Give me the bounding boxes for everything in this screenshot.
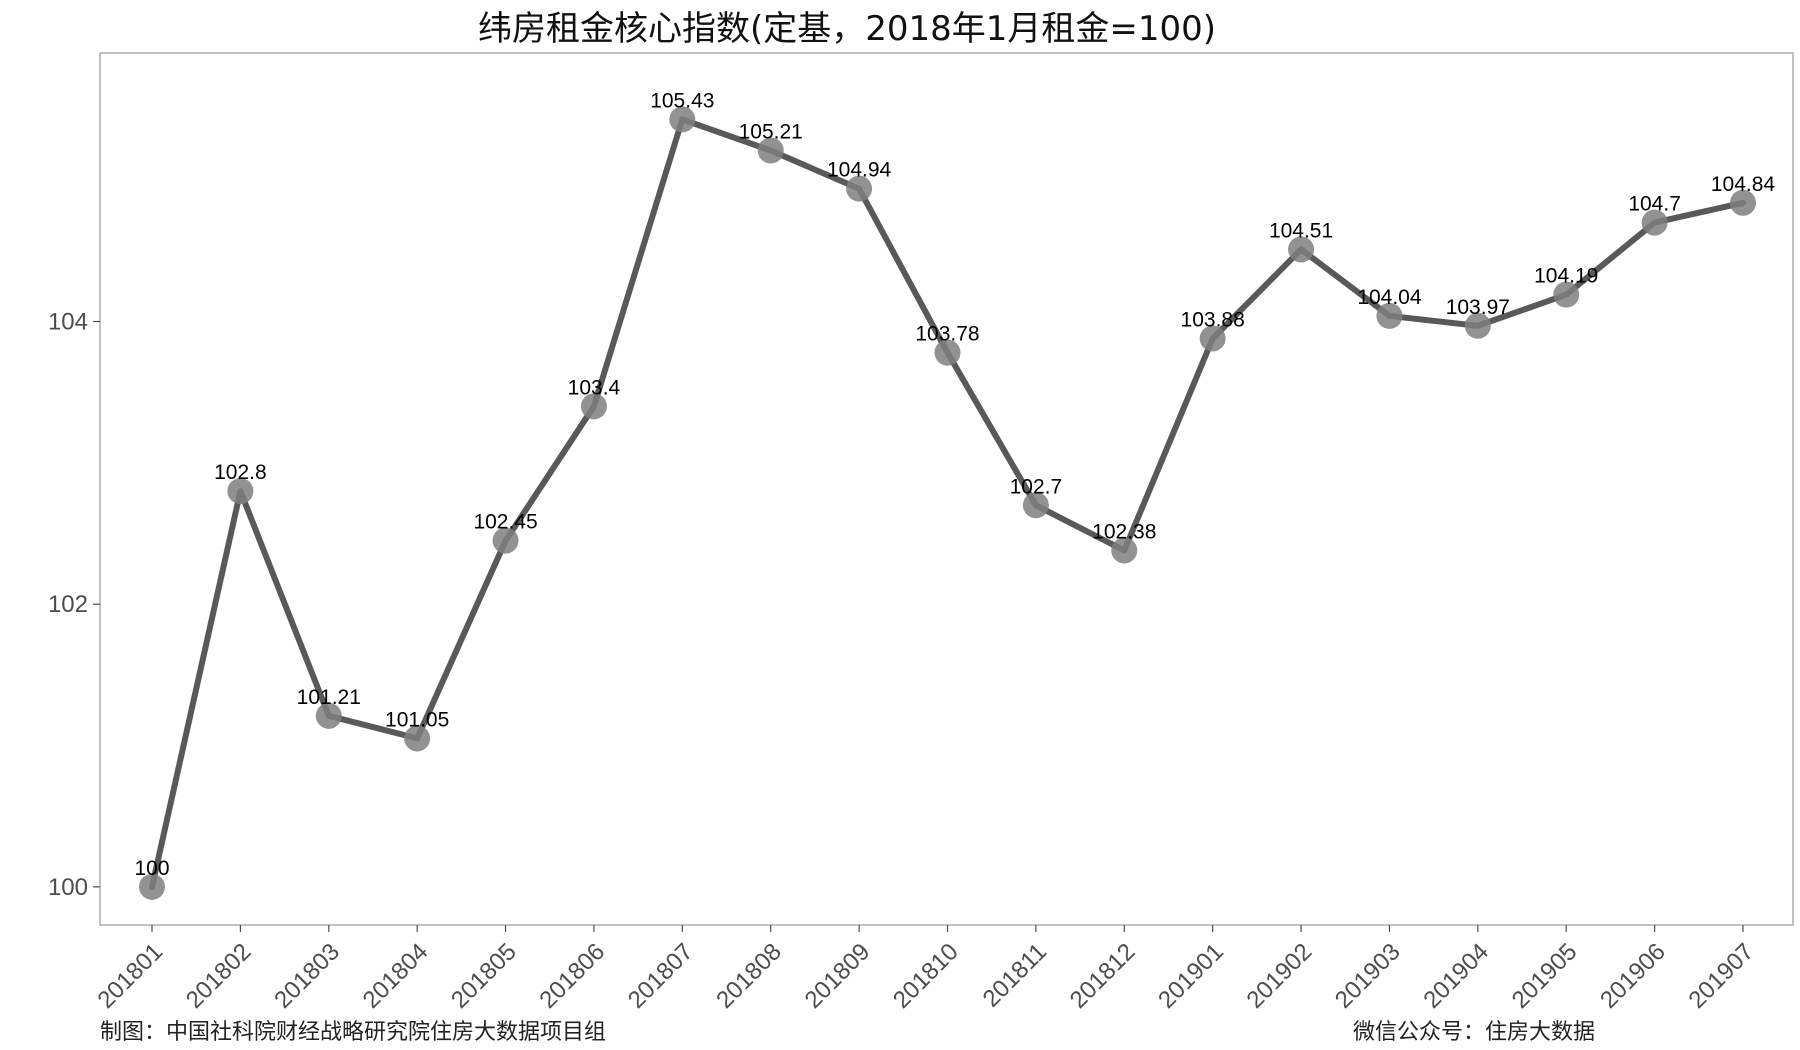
data-point — [580, 393, 607, 420]
data-point — [1288, 236, 1315, 263]
x-tick-label: 201808 — [711, 938, 787, 1014]
x-tick-label: 201812 — [1065, 938, 1141, 1014]
x-tick-label: 201802 — [181, 938, 257, 1014]
x-tick-label: 201804 — [358, 938, 434, 1014]
x-tick-label: 201811 — [978, 938, 1052, 1012]
data-label: 104.19 — [1534, 265, 1598, 288]
x-tick-label: 201903 — [1330, 938, 1406, 1014]
x-tick-label: 201907 — [1684, 938, 1760, 1014]
data-label: 102.7 — [1010, 475, 1063, 498]
data-points — [139, 106, 1756, 900]
x-tick-label: 201902 — [1242, 938, 1318, 1014]
data-label: 102.38 — [1092, 520, 1156, 543]
y-tick-label: 102 — [48, 591, 88, 618]
data-label: 104.7 — [1628, 193, 1681, 216]
x-tick-label: 201906 — [1595, 938, 1671, 1014]
data-point — [1464, 312, 1491, 339]
data-labels: 100 102.8 101.21 101.05 102.45 103.4 105.43 105… — [134, 89, 1775, 879]
data-label: 103.4 — [568, 376, 621, 399]
data-point — [492, 527, 519, 554]
x-tick-label: 201805 — [446, 938, 522, 1014]
data-label: 101.21 — [297, 686, 361, 709]
data-label: 100 — [134, 857, 169, 880]
data-point — [669, 106, 696, 133]
data-label: 104.51 — [1269, 219, 1333, 242]
data-point — [757, 137, 784, 164]
y-axis: 100 102 104 — [48, 309, 100, 901]
data-label: 104.04 — [1357, 286, 1422, 309]
data-point — [139, 873, 165, 900]
x-tick-label: 201803 — [269, 938, 345, 1014]
data-label: 101.05 — [385, 708, 449, 731]
x-tick-label: 201904 — [1418, 938, 1494, 1014]
data-point — [934, 339, 961, 366]
x-axis: 201801 201802 201803 201804 201805 201806 2018… — [93, 925, 1760, 1014]
data-point — [1376, 302, 1403, 329]
y-tick-label: 104 — [48, 309, 88, 336]
footer-source: 制图：中国社科院财经战略研究院住房大数据项目组 — [100, 1020, 606, 1045]
data-point — [1022, 492, 1049, 519]
data-point — [1553, 281, 1580, 308]
plot-panel — [99, 52, 1794, 926]
data-label: 105.21 — [739, 121, 803, 144]
data-point — [1641, 209, 1668, 236]
x-tick-label: 201901 — [1153, 938, 1229, 1014]
data-point — [846, 175, 873, 202]
data-point — [404, 725, 431, 752]
chart-title: 纬房租金核心指数(定基，2018年1月租金=100) — [478, 9, 1216, 49]
data-label: 104.94 — [827, 159, 892, 182]
y-tick-label: 100 — [48, 874, 88, 901]
x-tick-label: 201801 — [93, 938, 169, 1014]
data-label: 105.43 — [650, 89, 714, 112]
x-tick-label: 201809 — [800, 938, 876, 1014]
data-label: 103.97 — [1446, 296, 1510, 319]
data-label: 102.45 — [473, 511, 537, 534]
data-point — [227, 478, 254, 505]
data-label: 102.8 — [214, 461, 267, 484]
data-label: 103.88 — [1181, 308, 1245, 331]
data-point — [1111, 537, 1138, 564]
data-point — [315, 702, 342, 729]
x-tick-label: 201806 — [534, 938, 610, 1014]
x-tick-label: 201905 — [1507, 938, 1583, 1014]
x-tick-label: 201807 — [623, 938, 699, 1014]
data-label: 103.78 — [915, 323, 979, 346]
data-label: 104.84 — [1711, 173, 1776, 196]
data-point — [1730, 189, 1756, 216]
data-point — [1199, 325, 1226, 352]
x-tick-label: 201810 — [888, 938, 964, 1014]
footer-wechat: 微信公众号：住房大数据 — [1353, 1020, 1595, 1045]
